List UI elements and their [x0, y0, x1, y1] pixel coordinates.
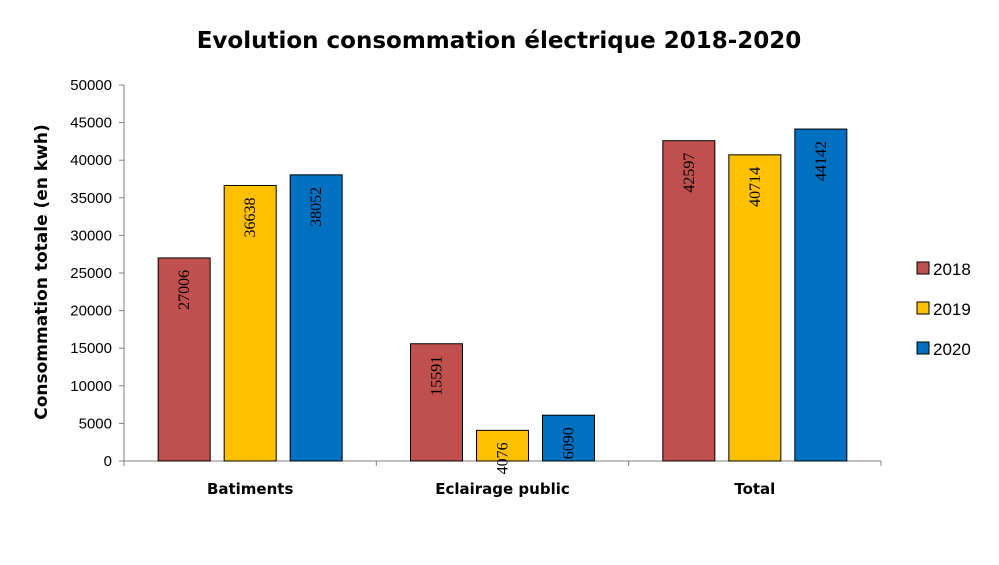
legend-label-2019: 2019 — [933, 300, 971, 319]
bar-2020 — [794, 128, 848, 462]
data-label: 36638 — [242, 197, 259, 237]
x-tick-label: Eclairage public — [435, 480, 570, 498]
x-tick-label: Total — [734, 480, 775, 498]
y-tick-label: 50000 — [70, 77, 112, 94]
y-tick-label: 30000 — [70, 227, 112, 244]
legend: 2018 2019 2020 — [916, 260, 971, 359]
y-tick-label: 0 — [104, 453, 112, 470]
data-label: 4076 — [495, 442, 512, 474]
data-label: 6090 — [561, 427, 578, 459]
bar-2018 — [157, 257, 211, 462]
bar-2019 — [728, 154, 782, 462]
y-tick-label: 10000 — [70, 378, 112, 395]
chart-title: Evolution consommation électrique 2018-2… — [197, 28, 802, 54]
y-tick-label: 45000 — [70, 115, 112, 132]
x-tick-label: Batiments — [207, 480, 294, 498]
bar-2019 — [223, 184, 277, 462]
y-tick-label: 20000 — [70, 303, 112, 320]
y-tick-label: 25000 — [70, 265, 112, 282]
legend-swatch-2019 — [916, 301, 930, 315]
bar-2018 — [662, 140, 716, 462]
bar-2019 — [476, 429, 529, 462]
data-label: 42597 — [681, 153, 698, 193]
y-tick-label: 15000 — [70, 340, 112, 357]
bar-2018 — [410, 343, 463, 462]
data-label: 38052 — [308, 187, 325, 227]
legend-label-2018: 2018 — [933, 260, 971, 279]
data-label: 15591 — [429, 356, 446, 396]
data-label: 40714 — [747, 167, 764, 207]
y-tick-label: 40000 — [70, 152, 112, 169]
data-label: 44142 — [813, 141, 830, 181]
bar-2020 — [289, 174, 343, 462]
legend-swatch-2018 — [916, 261, 930, 275]
y-axis-label: Consommation totale (en kwh) — [32, 124, 52, 420]
plot-area: 0 5000 10000 15000 20000 25000 30000 35000 40000… — [70, 77, 882, 498]
y-tick-label: 35000 — [70, 190, 112, 207]
legend-label-2020: 2020 — [933, 340, 971, 359]
data-label: 27006 — [176, 270, 193, 310]
bar-2020 — [542, 414, 595, 462]
y-tick-label: 5000 — [79, 415, 112, 432]
legend-swatch-2020 — [916, 341, 930, 355]
